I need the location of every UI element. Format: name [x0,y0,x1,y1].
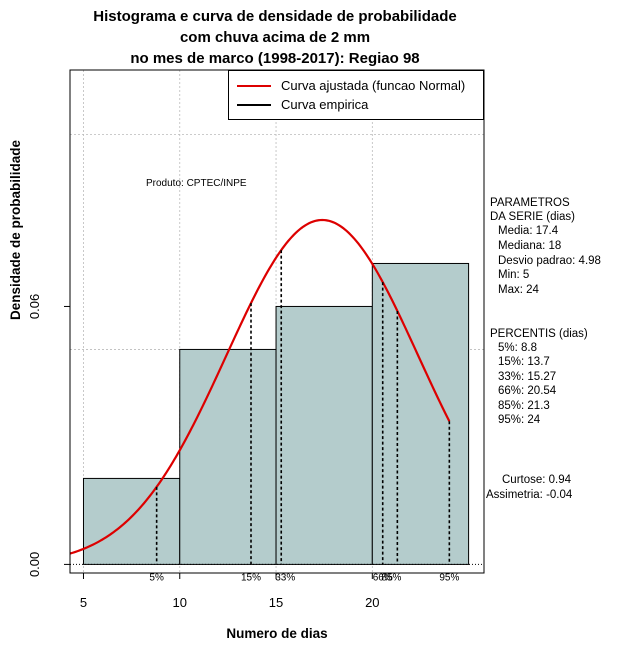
legend: Curva ajustada (funcao Normal) Curva emp… [228,70,484,120]
y-axis-label: Densidade de probabilidade [8,139,23,320]
assimetria-label: Assimetria: -0.04 [486,489,573,501]
chart-title-line-3: no mes de marco (1998-2017): Regiao 98 [130,50,420,67]
legend-item-empirical: Curva empirica [237,97,368,112]
legend-swatch-empirical [237,103,271,106]
legend-label-empirical: Curva empirica [281,97,369,112]
params-mediana: Mediana: 18 [498,240,562,252]
x-tick-label-20: 20 [365,595,379,610]
x-tick-label-10: 10 [173,595,187,610]
percentile-label-15: 15% [241,572,261,583]
percentil-5: 5%: 8.8 [498,342,537,354]
params-media: Media: 17.4 [498,225,559,237]
percentil-15: 15%: 13.7 [498,356,550,368]
params-max: Max: 24 [498,284,539,296]
percentile-label-5: 5% [149,572,164,583]
percentil-85: 85%: 21.3 [498,400,550,412]
produto-label: Produto: CPTEC/INPE [146,178,247,189]
histogram-bar-2 [179,348,277,565]
x-tick-label-15: 15 [269,595,283,610]
x-axis-label: Numero de dias [226,626,328,641]
percentil-33: 33%: 15.27 [498,371,557,383]
histogram-bar-1 [82,477,181,565]
percentile-label-95: 95% [439,572,459,583]
percentis-header: PERCENTIS (dias) [490,328,588,340]
y-tick-label-0: 0.00 [27,552,42,577]
chart-title-line-2: com chuva acima de 2 mm [179,29,371,46]
percentile-label-85: 85% [381,572,401,583]
legend-label-fitted: Curva ajustada (funcao Normal) [281,78,466,93]
percentile-label-66: 66% [373,572,393,583]
params-desvio: Desvio padrao: 4.98 [498,255,601,267]
histogram-bar-4 [371,262,470,565]
percentil-66: 66%: 20.54 [498,385,557,397]
histogram-bar-3 [275,305,373,565]
percentile-label-33: 33% [275,572,295,583]
params-header-2: DA SERIE (dias) [490,211,575,223]
normal-fit-curve [69,218,451,555]
chart-title-line-1: Histograma e curva de densidade de proba… [93,8,457,25]
params-min: Min: 5 [498,269,530,281]
params-header-1: PARAMETROS [490,197,570,209]
y-tick-label-1: 0.06 [27,294,42,319]
legend-item-fitted: Curva ajustada (funcao Normal) [237,78,465,93]
legend-swatch-fitted [237,84,271,87]
curtose-label: Curtose: 0.94 [502,474,572,486]
percentil-95: 95%: 24 [498,414,541,426]
x-tick-label-5: 5 [80,595,87,610]
